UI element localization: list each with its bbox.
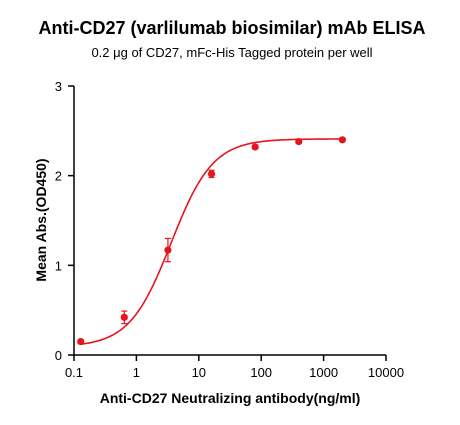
x-axis-label: Anti-CD27 Neutralizing antibody(ng/ml) xyxy=(100,390,361,406)
y-tick-label: 2 xyxy=(55,169,62,184)
x-tick-label: 1000 xyxy=(309,365,338,380)
data-point xyxy=(120,313,128,321)
data-point xyxy=(164,246,172,254)
data-point xyxy=(77,337,85,346)
y-axis-ticks: 0 1 2 3 xyxy=(55,79,74,363)
x-tick-label: 10 xyxy=(192,365,206,380)
y-tick-label: 1 xyxy=(55,258,62,273)
plot-area xyxy=(77,136,346,346)
x-tick-label: 1 xyxy=(133,365,140,380)
x-tick-label: 10000 xyxy=(368,365,404,380)
y-tick-label: 3 xyxy=(55,79,62,94)
data-point xyxy=(251,143,259,151)
chart-title: Anti-CD27 (varlilumab biosimilar) mAb EL… xyxy=(38,18,425,38)
data-point xyxy=(338,136,346,144)
x-tick-label: 100 xyxy=(250,365,272,380)
x-axis-ticks: 0.1 1 10 100 1000 10000 xyxy=(65,355,404,380)
x-tick-label: 0.1 xyxy=(65,365,83,380)
data-point xyxy=(295,137,303,146)
chart-subtitle: 0.2 μg of CD27, mFc-His Tagged protein p… xyxy=(91,45,372,60)
y-axis-label: Mean Abs.(OD450) xyxy=(33,158,49,281)
data-point xyxy=(207,170,216,178)
y-tick-label: 0 xyxy=(55,348,62,363)
